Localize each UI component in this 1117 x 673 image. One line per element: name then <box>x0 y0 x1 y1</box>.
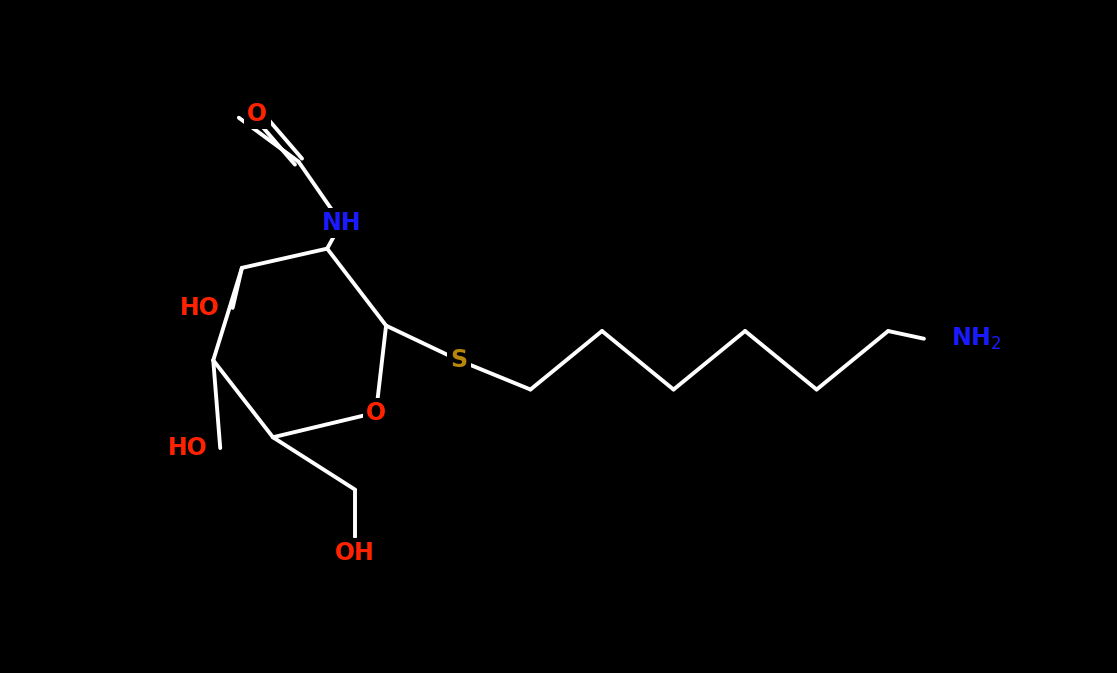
Text: NH$_2$: NH$_2$ <box>951 326 1001 352</box>
Text: NH: NH <box>322 211 361 235</box>
Text: O: O <box>247 102 267 126</box>
Text: HO: HO <box>180 296 220 320</box>
Text: O: O <box>366 400 386 425</box>
Text: OH: OH <box>335 541 375 565</box>
Text: HO: HO <box>168 436 208 460</box>
Text: S: S <box>450 348 468 372</box>
